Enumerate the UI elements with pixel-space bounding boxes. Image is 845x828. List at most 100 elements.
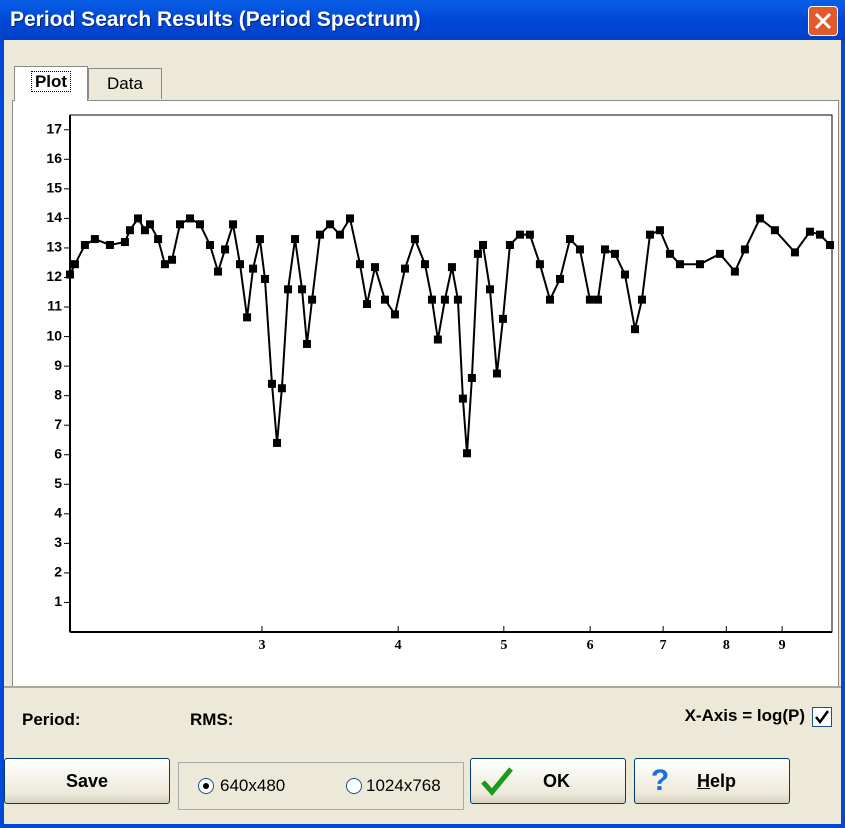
- frame: [841, 40, 845, 828]
- y-tick-label: 16: [46, 150, 62, 166]
- checkbox[interactable]: [812, 707, 832, 727]
- data-point: [175, 220, 184, 229]
- radio-dot: [203, 783, 209, 789]
- data-point: [214, 267, 223, 276]
- data-point: [645, 230, 654, 239]
- radio[interactable]: [346, 778, 362, 794]
- data-point: [600, 245, 609, 254]
- data-point: [196, 220, 205, 229]
- data-point: [125, 226, 134, 235]
- data-point: [637, 295, 646, 304]
- y-tick-label: 10: [46, 327, 62, 343]
- data-point: [585, 295, 594, 304]
- close-button[interactable]: [808, 6, 838, 36]
- close-icon: [814, 12, 832, 30]
- y-tick-label: 4: [54, 505, 62, 521]
- data-point: [260, 274, 269, 283]
- data-point: [535, 260, 544, 269]
- y-tick-label: 6: [54, 445, 62, 461]
- data-point: [160, 260, 169, 269]
- data-point: [400, 264, 409, 273]
- frame: [0, 824, 845, 828]
- data-point: [70, 260, 79, 269]
- radio-group: [178, 762, 464, 810]
- frame: [0, 40, 4, 828]
- data-point: [229, 220, 238, 229]
- y-tick-label: 7: [54, 416, 62, 432]
- data-point: [815, 230, 824, 239]
- data-point: [805, 227, 814, 236]
- data-point: [221, 245, 230, 254]
- x-tick-label: 6: [587, 638, 594, 653]
- data-point: [284, 285, 293, 294]
- data-point: [479, 240, 488, 249]
- rms-label: RMS:: [190, 710, 234, 729]
- data-point: [345, 214, 354, 223]
- data-point: [355, 260, 364, 269]
- data-point: [249, 264, 258, 273]
- data-point: [473, 249, 482, 258]
- data-point: [447, 263, 456, 272]
- period-label: Period:: [22, 710, 81, 729]
- data-point: [105, 240, 114, 249]
- data-point: [291, 235, 300, 244]
- x-tick-label: 4: [395, 638, 402, 653]
- radio[interactable]: [198, 778, 214, 794]
- x-tick-label: 9: [779, 638, 786, 653]
- check-mark: [815, 710, 830, 725]
- data-point: [440, 295, 449, 304]
- data-point: [492, 369, 501, 378]
- data-point: [755, 214, 764, 223]
- y-tick-label: 5: [54, 475, 62, 491]
- button-label: Save: [65, 770, 109, 791]
- y-tick-label: 13: [46, 239, 62, 255]
- data-point: [302, 339, 311, 348]
- data-point: [326, 220, 335, 229]
- y-tick-label: 9: [54, 357, 62, 373]
- tab[interactable]: Plot: [14, 66, 88, 101]
- y-tick-label: 15: [46, 180, 62, 196]
- data-point: [315, 230, 324, 239]
- data-point: [545, 295, 554, 304]
- save-button[interactable]: Save: [4, 758, 170, 804]
- help-button[interactable]: ? Help: [634, 758, 790, 804]
- data-point: [267, 379, 276, 388]
- data-point: [308, 295, 317, 304]
- data-point: [236, 260, 245, 269]
- data-point: [140, 226, 149, 235]
- data-point: [525, 230, 534, 239]
- tab[interactable]: Data: [88, 68, 162, 99]
- data-point: [186, 214, 195, 223]
- data-point: [80, 240, 89, 249]
- data-point: [485, 285, 494, 294]
- x-tick-label: 3: [258, 638, 265, 653]
- data-point: [433, 335, 442, 344]
- data-point: [298, 285, 307, 294]
- y-tick-label: 3: [54, 534, 62, 550]
- data-point: [145, 220, 154, 229]
- check-icon: [481, 767, 513, 796]
- data-point: [575, 245, 584, 254]
- data-point: [498, 314, 507, 323]
- data-point: [565, 235, 574, 244]
- data-point: [453, 295, 462, 304]
- x-tick-label: 7: [660, 638, 667, 653]
- button-label: Help: [697, 770, 737, 791]
- x-tick-label: 5: [500, 638, 507, 653]
- data-point: [593, 295, 602, 304]
- radio-label: 640x480: [220, 776, 286, 795]
- ok-button[interactable]: OK: [470, 758, 626, 804]
- data-point: [620, 270, 629, 279]
- data-point: [120, 238, 129, 247]
- data-point: [277, 384, 286, 393]
- data-point: [715, 249, 724, 258]
- data-point: [410, 235, 419, 244]
- data-point: [740, 245, 749, 254]
- data-point: [427, 295, 436, 304]
- data-point: [610, 249, 619, 258]
- data-point: [380, 295, 389, 304]
- data-point: [168, 255, 177, 264]
- radio-label: 1024x768: [366, 776, 441, 795]
- data-point: [255, 235, 264, 244]
